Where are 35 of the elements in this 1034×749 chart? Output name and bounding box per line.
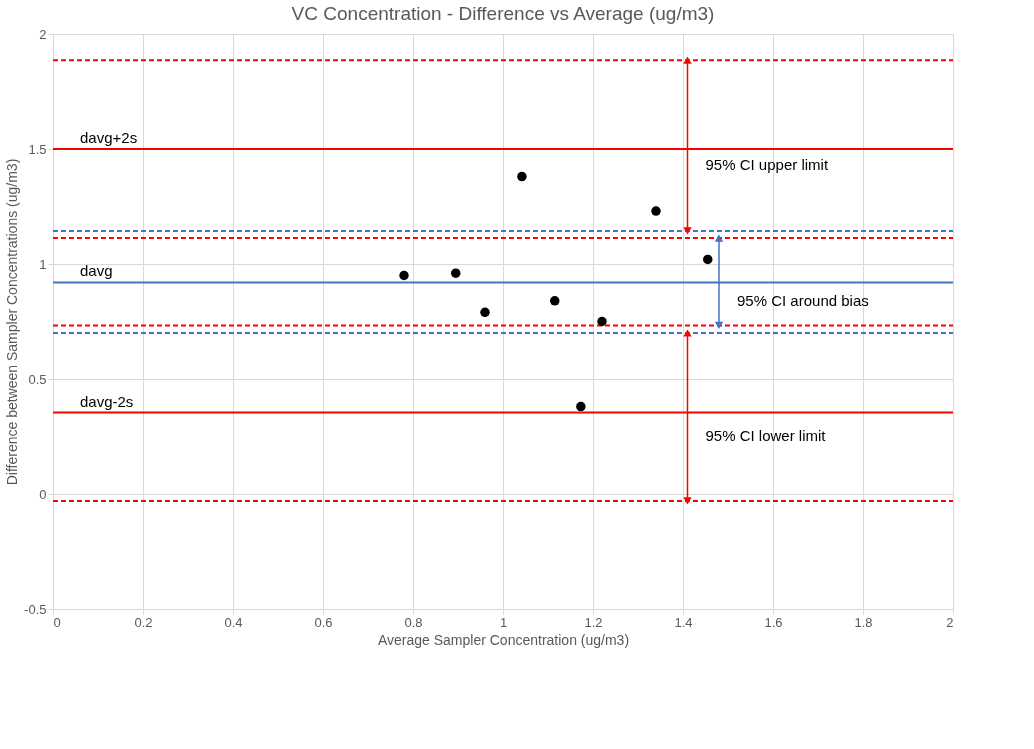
y-tick-label: 2 [39, 26, 47, 42]
series-label: 95% CI around bias [737, 291, 869, 309]
ref-line-label: davg+2s [80, 129, 138, 146]
y-tick-label: 0 [39, 486, 47, 502]
x-tick-label: 1.8 [854, 614, 873, 630]
point [703, 254, 713, 265]
point [597, 316, 607, 327]
x-tick-label: 0.8 [404, 614, 423, 630]
series-label: 95% CI lower limit [705, 426, 827, 444]
x-tick-label: 1 [499, 614, 508, 630]
x-tick-label: 0.2 [134, 614, 153, 630]
ref-line-label: davg-2s [80, 392, 134, 410]
x-tick-label: 2 [946, 614, 954, 630]
point [517, 171, 527, 182]
y-axis-title: Difference between Sampler Concentrations (ug/m3) [4, 158, 21, 486]
y-tick-label: 0.5 [28, 371, 47, 387]
x-tick-label: 1.6 [764, 614, 783, 630]
x-tick-label: 0.4 [224, 614, 243, 630]
point [576, 401, 586, 412]
x-tick-label: 1.2 [584, 614, 603, 630]
y-tick-label: 1.5 [28, 141, 47, 157]
point [651, 206, 661, 216]
x-axis-title: Average Sampler Concentration (ug/m3) [377, 631, 630, 648]
point [451, 268, 461, 278]
chart-title: VC Concentration - Difference vs Average (ug/m3) [291, 3, 715, 24]
point [480, 307, 490, 318]
ref-line-label: davg [80, 262, 113, 280]
x-tick-label: 0 [53, 614, 61, 630]
x-tick-label: 1.4 [674, 614, 693, 630]
series-label: 95% CI upper limit [705, 155, 829, 173]
x-tick-label: 0.6 [314, 614, 333, 630]
y-tick-label: -0.5 [24, 601, 47, 617]
point [550, 296, 560, 306]
point [399, 270, 409, 281]
y-tick-label: 1 [39, 256, 47, 272]
